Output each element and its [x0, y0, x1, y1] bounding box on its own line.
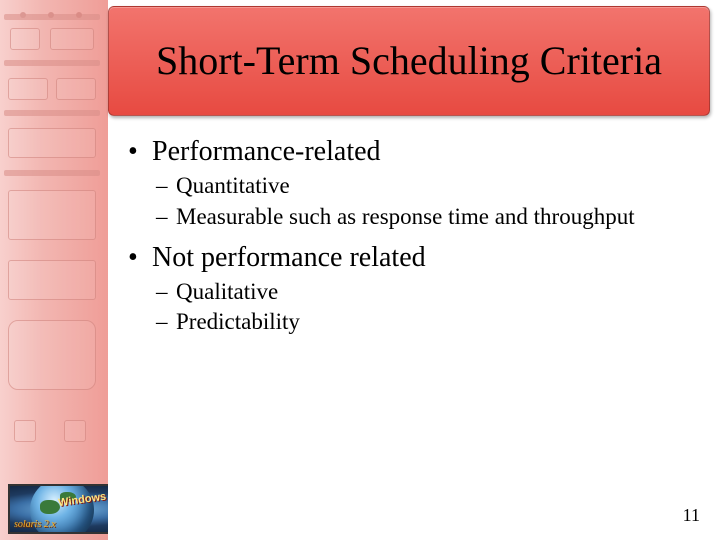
bullet-measurable: Measurable such as response time and thr…: [156, 203, 698, 232]
slide-content: Performance-related Quantitative Measura…: [128, 130, 698, 339]
bullet-performance-related: Performance-related: [128, 136, 698, 168]
footer-logo: Windows 2000 CLUSTER solaris 2.x: [8, 484, 108, 534]
slide: Windows 2000 CLUSTER solaris 2.x Short-T…: [0, 0, 720, 540]
slide-title-box: Short-Term Scheduling Criteria: [108, 6, 710, 116]
sidebar-decorative: Windows 2000 CLUSTER solaris 2.x: [0, 0, 108, 540]
page-number: 11: [683, 505, 700, 526]
sidebar-diagram: [0, 0, 108, 540]
bullet-qualitative: Qualitative: [156, 278, 698, 307]
bullet-quantitative: Quantitative: [156, 172, 698, 201]
bullet-predictability: Predictability: [156, 308, 698, 337]
logo-solaris-text: solaris 2.x: [14, 519, 56, 530]
bullet-not-performance-related: Not performance related: [128, 242, 698, 274]
slide-title: Short-Term Scheduling Criteria: [156, 39, 662, 83]
